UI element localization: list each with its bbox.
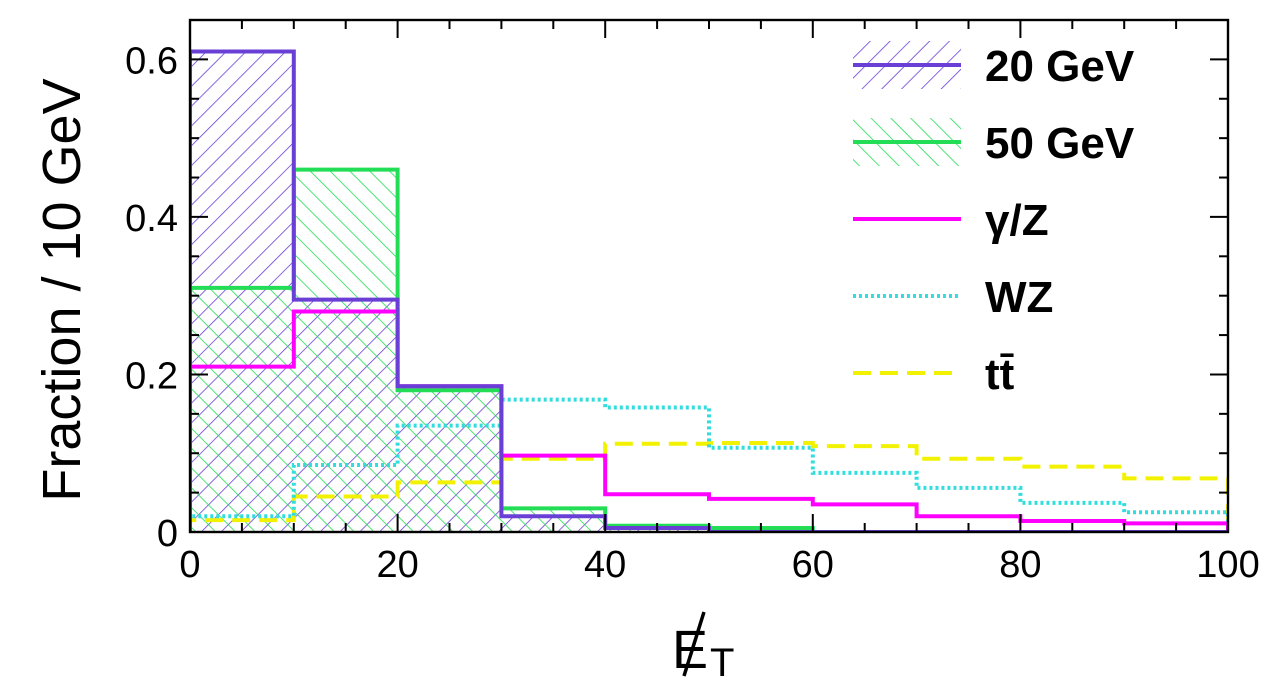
x-tick-label: 0	[179, 544, 200, 586]
y-tick-label: 0.6	[125, 40, 178, 82]
x-tick-label: 40	[584, 544, 626, 586]
legend-label: 20 GeV	[985, 42, 1135, 91]
legend-entry-s20: 20 GeV	[853, 41, 1135, 91]
x-tick-label: 20	[376, 544, 418, 586]
legend: 20 GeV 50 GeV γ/Z WZ tt̄	[853, 41, 1135, 399]
axis-tick-labels: 0 20 40 60 80 100 0 0.2 0.4 0.6	[125, 40, 1260, 586]
bar-fill-s50-0	[190, 287, 294, 532]
x-axis-label-subscript: T	[710, 641, 734, 682]
legend-label: WZ	[985, 273, 1053, 322]
y-tick-label: 0	[157, 513, 178, 555]
bar-fill-s50-2	[397, 390, 502, 532]
series-line-tt	[190, 440, 1228, 532]
legend-label: tt̄	[985, 350, 1015, 399]
legend-entry-s50: 50 GeV	[853, 118, 1135, 168]
x-axis-label-main: E	[672, 620, 708, 680]
series-line-wz	[190, 397, 1228, 532]
x-tick-label: 80	[999, 544, 1041, 586]
x-axis-label-slash	[682, 611, 706, 677]
hatched-fills	[190, 51, 813, 532]
bar-fill-s50-1	[293, 169, 398, 532]
series-line-gz	[190, 309, 1228, 532]
legend-entry-gz: γ/Z	[853, 196, 1049, 245]
legend-label: γ/Z	[985, 196, 1049, 245]
y-tick-label: 0.2	[125, 355, 178, 397]
legend-label: 50 GeV	[985, 119, 1135, 168]
y-axis-label: Fraction / 10 GeV	[32, 78, 92, 501]
legend-entry-tt: tt̄	[853, 350, 1015, 399]
y-tick-label: 0.4	[125, 198, 178, 240]
axis-ticks	[189, 19, 1229, 533]
legend-entry-wz: WZ	[853, 273, 1053, 322]
x-tick-label: 60	[792, 544, 834, 586]
x-tick-label: 100	[1196, 544, 1259, 586]
x-axis-label: E T	[672, 611, 734, 682]
